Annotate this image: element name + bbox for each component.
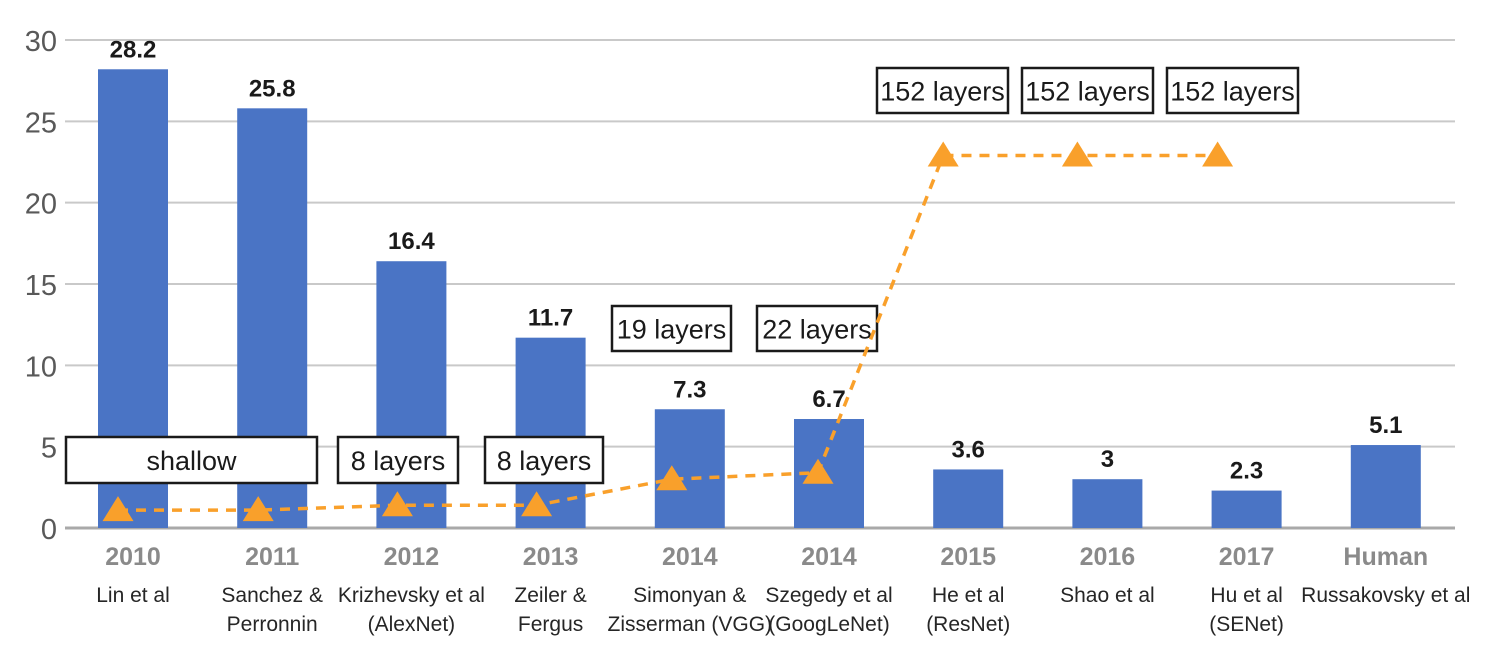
y-tick-label: 0	[41, 514, 57, 546]
bar	[933, 469, 1004, 528]
annotation: 152 layers	[875, 66, 1010, 115]
bar-value-label: 25.8	[249, 75, 296, 102]
bar-value-label: 11.7	[528, 305, 573, 332]
x-tick-year: 2016	[1080, 543, 1136, 571]
y-tick-label: 5	[41, 433, 57, 465]
depth-line-triangle-marker	[521, 491, 553, 517]
x-tick-year: 2014	[801, 543, 857, 571]
bar-value-label: 3.6	[952, 436, 985, 463]
x-tick-year: Human	[1343, 543, 1428, 571]
annotation: 19 layers	[610, 304, 733, 353]
annotation-label: shallow	[146, 446, 237, 476]
annotation-box	[336, 435, 460, 485]
x-tick-author: Fergus	[518, 613, 583, 636]
bar-value-label: 6.7	[812, 386, 845, 413]
depth-line-triangle-marker	[927, 141, 959, 167]
x-tick-author: (GoogLeNet)	[768, 613, 889, 636]
annotation-box	[1020, 66, 1155, 115]
annotation-label: 8 layers	[351, 446, 446, 476]
x-tick-author: Krizhevsky et al	[338, 584, 485, 607]
y-tick-label: 20	[25, 189, 57, 221]
annotation: 8 layers	[336, 435, 460, 485]
annotation-label: 152 layers	[1025, 77, 1150, 107]
x-tick-author: Simonyan &	[633, 584, 746, 607]
x-tick-year: 2012	[384, 543, 440, 571]
x-tick-author: Szegedy et al	[765, 584, 892, 607]
bar	[654, 409, 725, 528]
bar	[376, 261, 447, 528]
annotation-label: 152 layers	[1170, 77, 1295, 107]
depth-line-triangle-marker	[656, 465, 688, 491]
annotation: 8 layers	[483, 435, 605, 485]
x-tick-author: Shao et al	[1060, 584, 1155, 607]
y-tick-label: 15	[25, 270, 57, 302]
bar-value-label: 7.3	[673, 376, 706, 403]
depth-line-triangle-marker	[102, 496, 134, 522]
annotation-box	[755, 304, 879, 353]
depth-line-triangle-marker	[242, 496, 274, 522]
x-tick-author: He et al	[932, 584, 1004, 607]
bar-value-label: 16.4	[388, 228, 435, 255]
x-tick-year: 2014	[662, 543, 718, 571]
x-tick-year: 2017	[1219, 543, 1275, 571]
x-tick-year: 2010	[105, 543, 161, 571]
annotation-box	[610, 304, 733, 353]
annotation-label: 19 layers	[617, 315, 727, 345]
bar	[1350, 445, 1421, 528]
bar	[1072, 479, 1143, 528]
y-tick-label: 25	[25, 107, 57, 139]
x-tick-author: Lin et al	[96, 584, 170, 607]
bar-value-label: 28.2	[110, 36, 157, 63]
y-tick-label: 10	[25, 351, 57, 383]
x-tick-year: 2013	[523, 543, 579, 571]
x-tick-author: (ResNet)	[926, 613, 1010, 636]
annotation-label: 22 layers	[762, 315, 872, 345]
bar	[1211, 490, 1282, 528]
depth-line-triangle-marker	[1202, 141, 1234, 167]
x-tick-author: (AlexNet)	[368, 613, 456, 636]
bar-value-label: 5.1	[1369, 412, 1402, 439]
annotation: 152 layers	[1165, 66, 1300, 115]
x-tick-year: 2015	[940, 543, 996, 571]
x-tick-author: Zeiler &	[514, 584, 586, 607]
x-tick-author: Hu et al	[1210, 584, 1282, 607]
x-tick-author: Sanchez &	[221, 584, 323, 607]
depth-line-triangle-marker	[802, 458, 834, 484]
annotation: shallow	[64, 435, 319, 485]
x-tick-author: Perronnin	[227, 613, 318, 636]
depth-line-triangle-marker	[381, 491, 413, 517]
annotation: 22 layers	[755, 304, 879, 353]
annotation-box	[64, 435, 319, 485]
y-tick-label: 30	[25, 26, 57, 58]
depth-line	[118, 153, 1218, 512]
x-tick-year: 2011	[245, 543, 299, 571]
x-tick-author: Russakovsky et al	[1301, 584, 1470, 607]
bar-value-label: 3	[1101, 446, 1114, 473]
x-tick-author: (SENet)	[1209, 613, 1284, 636]
annotation-box	[1165, 66, 1300, 115]
depth-line-triangle-marker	[1061, 141, 1093, 167]
annotation-box	[875, 66, 1010, 115]
x-tick-author: Zisserman (VGG)	[608, 613, 773, 636]
annotation: 152 layers	[1020, 66, 1155, 115]
annotation-box	[483, 435, 605, 485]
bar-value-label: 2.3	[1230, 458, 1263, 485]
annotation-label: 152 layers	[880, 77, 1005, 107]
annotation-label: 8 layers	[497, 446, 592, 476]
